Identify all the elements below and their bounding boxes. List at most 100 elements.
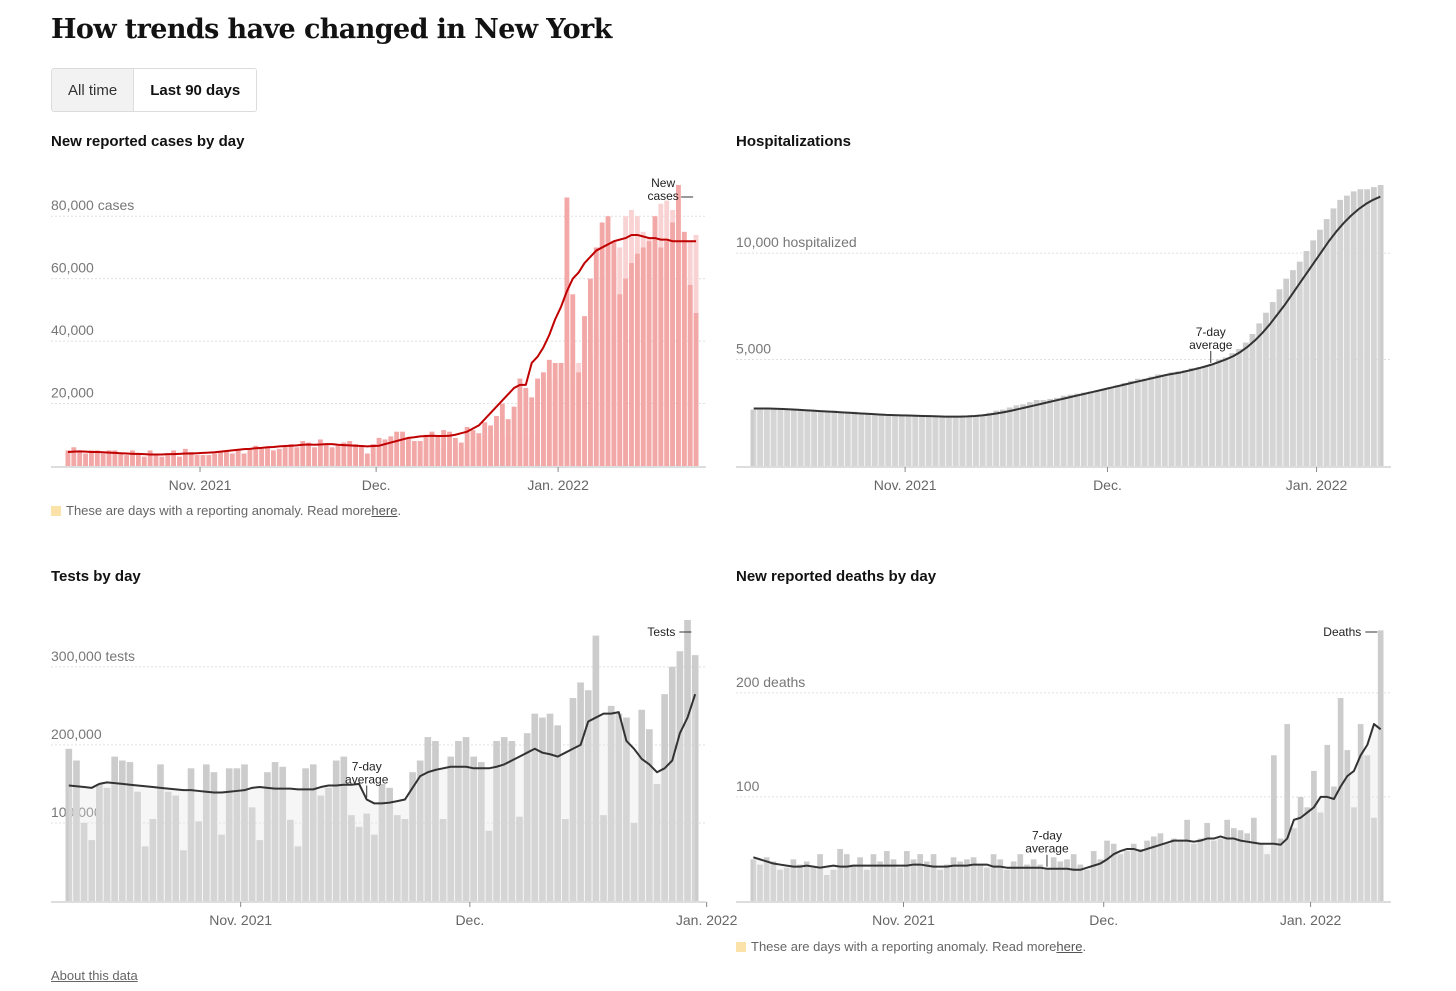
bar — [218, 834, 225, 901]
bar — [370, 444, 376, 466]
bar — [810, 867, 817, 901]
bar — [124, 455, 130, 466]
bar — [1137, 848, 1144, 901]
bar — [763, 409, 770, 466]
bar — [930, 854, 937, 901]
bar — [691, 655, 699, 901]
bar — [1148, 376, 1155, 466]
anomaly-note-end: . — [1082, 939, 1087, 954]
deaths-anomaly-note: These are days with a reporting anomaly.… — [736, 939, 1086, 954]
bar — [892, 414, 898, 466]
bar — [300, 441, 306, 466]
bar — [646, 729, 653, 901]
annotation-label-line2: average — [345, 773, 389, 787]
bar — [1224, 819, 1231, 901]
bar — [1050, 857, 1057, 901]
bar — [225, 768, 233, 901]
bar — [130, 450, 135, 466]
bar — [870, 854, 877, 901]
annotation-label-line2: average — [1189, 338, 1233, 352]
about-this-data-link[interactable]: About this data — [51, 968, 138, 983]
bar — [378, 783, 386, 901]
bar — [1128, 380, 1134, 466]
bar — [670, 222, 676, 466]
bar — [259, 448, 265, 466]
bar — [693, 313, 699, 466]
bar — [1195, 367, 1202, 466]
x-tick-label: Jan. 2022 — [1286, 477, 1348, 493]
bar — [554, 725, 562, 901]
bar — [265, 447, 270, 466]
bar — [858, 412, 865, 466]
bar — [141, 456, 147, 466]
bar — [417, 441, 423, 466]
bar — [134, 791, 141, 901]
bar — [477, 762, 485, 901]
bar — [1344, 750, 1351, 901]
bar — [100, 453, 106, 466]
bar — [676, 185, 681, 466]
bar — [1251, 817, 1257, 901]
bar — [447, 756, 455, 901]
bar — [912, 415, 919, 466]
anomaly-swatch — [51, 505, 61, 516]
bar — [1020, 404, 1027, 466]
all-time-button[interactable]: All time — [52, 69, 135, 111]
bar — [447, 431, 452, 466]
bar — [1010, 861, 1017, 901]
anomaly-note-link[interactable]: here — [1056, 939, 1083, 954]
bar — [508, 740, 516, 901]
bar — [235, 450, 241, 466]
bar — [1168, 372, 1175, 466]
bar — [783, 867, 790, 901]
bar — [950, 857, 957, 901]
bar — [1054, 397, 1060, 466]
bar — [1357, 189, 1364, 466]
x-tick-label: Nov. 2021 — [169, 477, 232, 493]
bar — [432, 740, 439, 901]
bar — [317, 795, 325, 901]
bar — [523, 387, 529, 466]
bar — [1331, 786, 1337, 901]
bar — [1263, 312, 1269, 466]
bar — [844, 411, 851, 466]
bar — [194, 455, 200, 466]
bar — [997, 859, 1004, 901]
bar — [925, 417, 932, 466]
bar — [103, 787, 111, 901]
bar — [1006, 407, 1013, 466]
average-line — [753, 723, 1382, 871]
bar — [400, 431, 405, 466]
anomaly-note-link[interactable]: here — [371, 503, 398, 518]
bar — [83, 453, 88, 466]
bar — [1013, 405, 1020, 466]
bar — [141, 846, 149, 901]
time-range-toggle[interactable]: All time Last 90 days — [51, 68, 258, 112]
bar — [803, 861, 810, 901]
bar — [1304, 807, 1311, 901]
bar — [1290, 270, 1296, 466]
bar — [202, 764, 210, 901]
bar — [1236, 348, 1242, 466]
bar — [112, 450, 118, 466]
bar — [629, 263, 634, 466]
bar — [188, 451, 194, 466]
bar — [646, 241, 652, 466]
bar — [411, 441, 417, 466]
average-area — [753, 196, 1381, 467]
bar — [364, 453, 370, 466]
bar — [623, 717, 630, 901]
bar — [441, 430, 447, 466]
bar — [464, 426, 470, 466]
bar — [171, 450, 177, 466]
bar — [790, 409, 797, 466]
bar — [1217, 838, 1224, 901]
x-tick-label: Dec. — [362, 477, 391, 493]
bar — [763, 857, 770, 901]
bar — [804, 409, 811, 466]
cases-anomaly-note: These are days with a reporting anomaly.… — [51, 503, 401, 518]
bar — [405, 437, 411, 466]
bar — [562, 819, 569, 901]
bar — [1000, 409, 1006, 466]
last-90-days-button[interactable]: Last 90 days — [134, 69, 257, 111]
